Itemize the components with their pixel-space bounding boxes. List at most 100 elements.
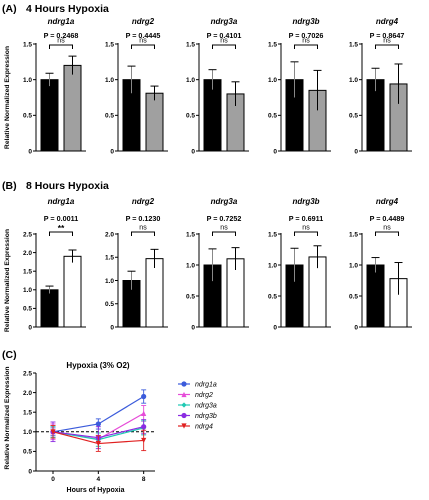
y-tick-label: 1.0 <box>268 77 277 84</box>
y-tick-label: 0 <box>273 324 277 331</box>
y-tick-label: 1.0 <box>268 262 277 269</box>
legend-item-ndrg4: ndrg4 <box>178 423 213 431</box>
y-tick-label: 1.0 <box>105 278 114 285</box>
bar-control <box>203 79 222 152</box>
facet-title: ndrg1a <box>48 197 75 206</box>
bar-hypoxia <box>145 92 164 152</box>
facet-title: ndrg4 <box>376 197 399 206</box>
panelB-y-axis-label: Relative Normalized Expression <box>4 229 11 332</box>
y-tick-label: 0 <box>191 324 195 331</box>
panelB-facet-ndrg2: ndrg2 P = 0.1230 0 0.5 1.0 1.5 2.0 ns <box>105 197 168 331</box>
y-tick-label: 0 <box>273 148 277 155</box>
facet-title: ndrg2 <box>132 197 155 206</box>
panelB-facet-ndrg3b: ndrg3b P = 0.6911 0 0.5 1.0 1.5 ns <box>268 197 331 331</box>
panel-c-chart: Relative Normalized Expression 0 0.5 1.0 1.5… <box>4 366 217 494</box>
y-tick-label: 1.0 <box>349 77 358 84</box>
x-axis-label: Hours of Hypoxia <box>67 487 125 494</box>
data-point <box>141 410 147 416</box>
panelA-facet-ndrg2: ndrg2 P = 0.4445 0 0.5 1.0 1.5 ns <box>105 17 168 155</box>
panelB-facet-ndrg4: ndrg4 P = 0.4489 0 0.5 1.0 1.5 ns <box>349 197 412 331</box>
y-tick-label: 1.5 <box>268 41 277 48</box>
y-tick-label: 0.5 <box>268 113 277 120</box>
y-tick-label: 0 <box>354 324 358 331</box>
significance-bracket <box>49 231 73 236</box>
panelA-y-axis-label: Relative Normalized Expression <box>4 46 11 149</box>
y-tick-label: 1.5 <box>186 231 195 238</box>
series-ndrg4 <box>50 425 147 452</box>
y-tick-label: 0.5 <box>186 293 195 300</box>
p-value-label: P = 0.4489 <box>370 214 405 223</box>
significance-label: ns <box>57 38 65 45</box>
significance-bracket <box>131 231 155 236</box>
significance-label: ns <box>383 225 391 232</box>
legend-label: ndrg2 <box>195 392 213 399</box>
significance-bracket <box>375 231 399 236</box>
facet-title: ndrg3a <box>211 17 238 26</box>
y-tick-label: 1.5 <box>105 41 114 48</box>
x-tick-label: 8 <box>142 476 146 483</box>
panelA-facet-ndrg4: ndrg4 P = 0.8647 0 0.5 1.0 1.5 ns <box>349 17 412 155</box>
data-point <box>141 437 147 444</box>
significance-bracket <box>212 231 236 236</box>
y-tick-label: 2.0 <box>105 231 114 238</box>
legend: ndrg1a ndrg2 ndrg3a ndrg3b ndrg4 <box>178 381 217 431</box>
facet-title: ndrg2 <box>132 17 155 26</box>
y-tick-label: 1.0 <box>105 77 114 84</box>
panel-c-label: (C) <box>2 349 17 361</box>
legend-label: ndrg4 <box>195 424 213 431</box>
y-tick-label: 0 <box>28 324 32 331</box>
bar-hypoxia <box>145 258 164 328</box>
significance-label: ns <box>302 38 310 45</box>
legend-item-ndrg3b: ndrg3b <box>178 412 217 420</box>
y-tick-label: 1.0 <box>186 77 195 84</box>
bar-hypoxia <box>63 255 82 328</box>
legend-item-ndrg1a: ndrg1a <box>178 381 217 389</box>
panel-b-title: 8 Hours Hypoxia <box>26 180 109 192</box>
panel-c-y-axis-label: Relative Normalized Expression <box>4 366 11 469</box>
y-tick-label: 1.0 <box>23 429 32 436</box>
legend-marker <box>181 423 187 429</box>
panel-a-charts: Relative Normalized Expression ndrg1a P = … <box>4 17 412 155</box>
panel-b-charts: Relative Normalized Expression ndrg1a P = … <box>4 197 412 332</box>
significance-label: ns <box>139 38 147 45</box>
facet-title: ndrg1a <box>48 17 75 26</box>
panelB-facet-ndrg3a: ndrg3a P = 0.7252 0 0.5 1.0 1.5 ns <box>186 197 249 331</box>
panel-c-title: Hypoxia (3% O2) <box>66 361 129 370</box>
legend-label: ndrg1a <box>195 382 217 389</box>
data-point <box>141 424 147 430</box>
legend-marker <box>181 381 187 387</box>
significance-label: ns <box>383 38 391 45</box>
x-tick-label: 4 <box>97 476 101 483</box>
y-tick-label: 0.5 <box>349 293 358 300</box>
significance-label: ns <box>220 38 228 45</box>
y-tick-label: 0.5 <box>186 113 195 120</box>
x-tick-label: 0 <box>51 476 55 483</box>
y-tick-label: 1.0 <box>349 262 358 269</box>
y-tick-label: 0 <box>191 148 195 155</box>
y-tick-label: 1.0 <box>186 262 195 269</box>
y-tick-label: 0.5 <box>23 449 32 456</box>
y-tick-label: 1.5 <box>186 41 195 48</box>
bar-control <box>40 289 59 328</box>
bar-hypoxia <box>63 64 82 152</box>
significance-label: ns <box>220 225 228 232</box>
bar-control <box>366 264 385 328</box>
data-point <box>95 421 101 427</box>
facet-title: ndrg4 <box>376 17 399 26</box>
legend-item-ndrg2: ndrg2 <box>178 391 213 399</box>
y-tick-label: 0.5 <box>268 293 277 300</box>
legend-label: ndrg3b <box>195 413 217 420</box>
significance-bracket <box>131 44 155 49</box>
significance-label: ns <box>139 225 147 232</box>
y-tick-label: 0.5 <box>105 113 114 120</box>
panelA-facet-ndrg1a: ndrg1a P = 0.2468 0 0.5 1.0 1.5 ns <box>23 17 86 155</box>
y-tick-label: 0 <box>110 148 114 155</box>
significance-bracket <box>212 44 236 49</box>
legend-marker <box>181 412 187 419</box>
y-tick-label: 1.5 <box>23 41 32 48</box>
p-value-label: P = 0.6911 <box>289 214 323 223</box>
significance-bracket <box>294 44 318 49</box>
significance-bracket <box>49 44 73 49</box>
legend-marker <box>181 391 187 398</box>
